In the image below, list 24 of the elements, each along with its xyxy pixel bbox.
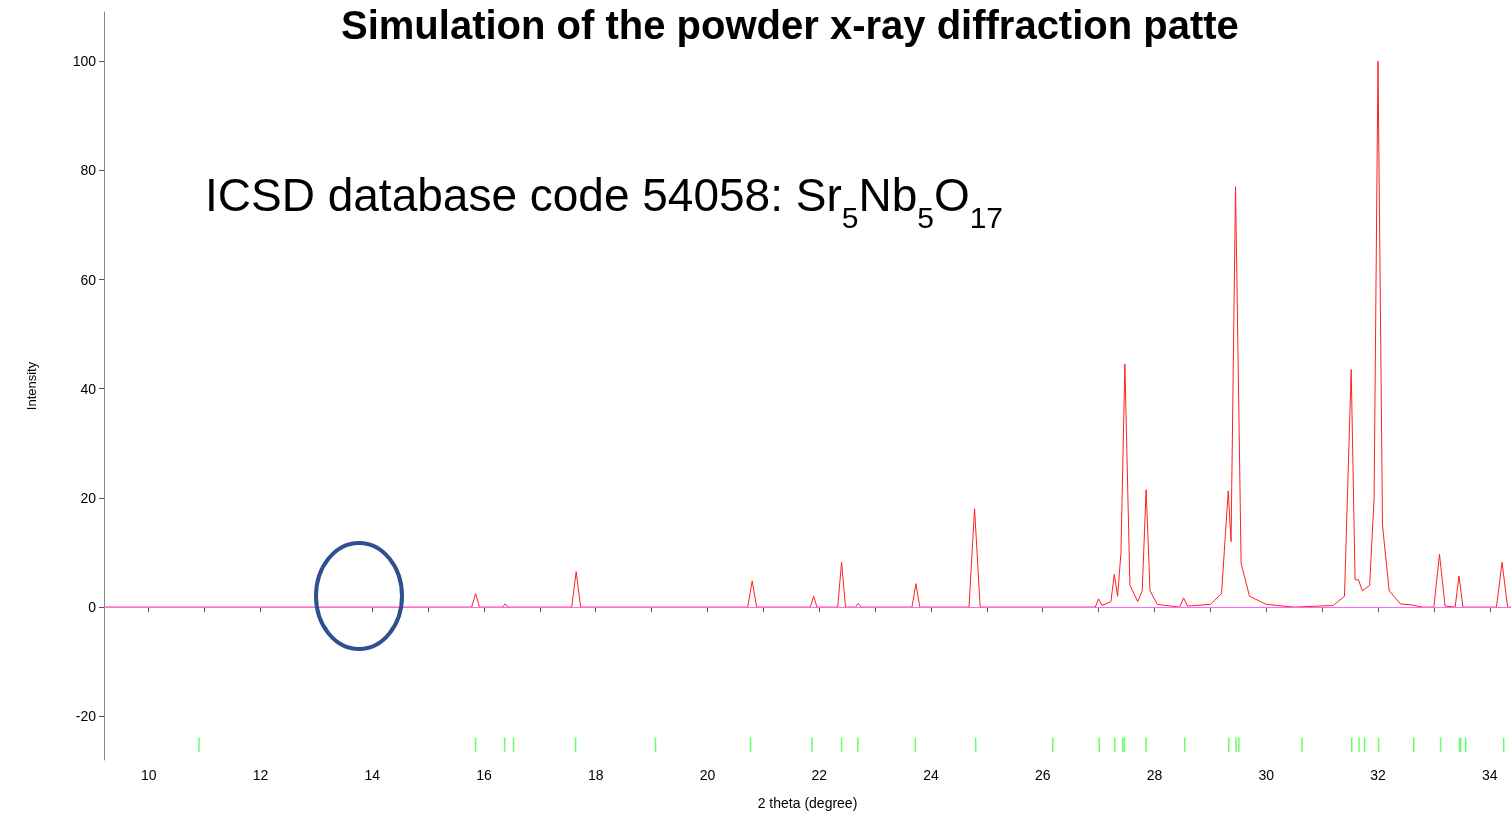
y-tick-label: -20 [75,708,97,725]
x-tick-label: 20 [699,767,716,783]
y-axis-title: Intensity [24,361,39,411]
x-tick-label: 14 [364,767,381,783]
x-tick-label: 16 [476,767,492,783]
x-tick-label: 18 [587,767,604,783]
y-tick-label: 20 [80,489,97,506]
y-tick-label: 0 [88,599,97,616]
x-tick-label: 28 [1146,767,1163,783]
y-tick-label: 100 [72,53,97,70]
x-tick-label: 10 [140,767,157,783]
x-axis-title: 2 theta (degree) [757,795,858,811]
y-tick-label: 80 [80,162,97,179]
x-tick-label: 26 [1034,767,1051,783]
x-tick-label: 30 [1258,767,1275,783]
y-tick-label: 40 [80,380,97,397]
y-tick-label: 60 [80,271,97,288]
chart-title: Simulation of the powder x-ray diffraction patte [341,3,1239,47]
line-series [103,60,1511,608]
x-tick-label: 24 [923,767,939,783]
x-tick-label: 32 [1370,767,1387,783]
x-tick-label: 34 [1481,767,1498,783]
x-tick-label: 22 [811,767,828,783]
x-tick-label: 12 [252,767,269,783]
